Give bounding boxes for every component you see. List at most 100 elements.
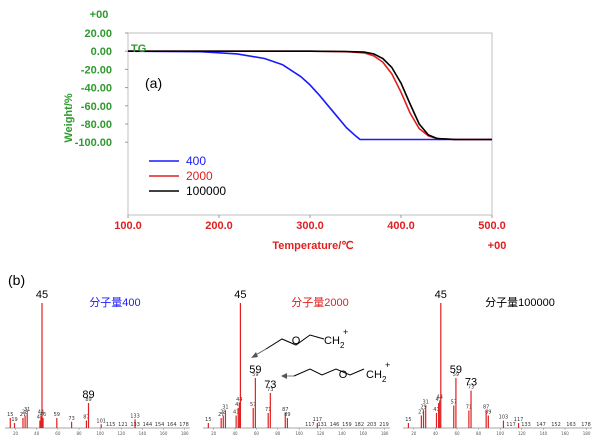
fragment-73-charge: + (385, 360, 390, 370)
y-exponent-label: +00 (90, 9, 109, 21)
ms-peak-minor-label: 89 (485, 410, 491, 416)
ms-peak-minor-label: 41 (233, 410, 239, 416)
ms-axis-tick-label: 100 (295, 431, 303, 436)
ms-peak-label-45: 45 (435, 289, 447, 301)
ms-peak-minor-label: 59 (54, 412, 60, 418)
ms-minor-label: 121 (118, 422, 128, 428)
ms-axis-tick-label: 140 (338, 431, 346, 436)
ms-axis-tick-label: 140 (139, 431, 147, 436)
ms-peak-minor-label: 27 (418, 410, 424, 416)
fragment-73-bonds (293, 368, 365, 377)
ms-peak-minor-label: 31 (222, 405, 228, 411)
fragment-structure-59: O CH 2 + (251, 327, 348, 358)
x-tick-label: 200.0 (205, 220, 233, 232)
ms-peak-minor-label: 29 (220, 410, 226, 416)
y-tick-label: 0.00 (91, 46, 112, 58)
ms-axis-tick-label: 20 (411, 431, 417, 436)
y-tick-label: -20.00 (81, 64, 112, 76)
ms-panel-title: 分子量100000 (485, 296, 555, 309)
ms-peak-minor-label: 43 (235, 402, 241, 408)
ms-panel-title: 分子量2000 (291, 296, 348, 309)
ms-axis-tick-label: 160 (359, 431, 367, 436)
ms-minor-label: 115 (106, 422, 116, 428)
chart-title: TG (131, 43, 146, 55)
ms-axis-tick-label: 80 (476, 431, 482, 436)
ms-axis-tick-label: 80 (76, 431, 82, 436)
fragment-59-arrowhead (251, 352, 258, 358)
ms-peak-minor-label: 117 (514, 417, 524, 423)
fragment-73-arrowhead (281, 373, 287, 379)
x-tick-label: 400.0 (387, 220, 415, 232)
ms-axis-tick-label: 100 (496, 431, 504, 436)
fragment-59-bonds (265, 334, 325, 350)
x-tick-label: 500.0 (478, 220, 506, 232)
fragment-59-group: CH (324, 335, 340, 347)
ms-axis-tick-label: 180 (181, 431, 189, 436)
y-tick-label: -60.00 (81, 101, 112, 113)
ms-axis-tick-label: 120 (518, 431, 526, 436)
ms-peak-minor-label: 71 (265, 407, 271, 413)
ms-peak-minor-label: 29 (420, 405, 426, 411)
ms-peak-minor-label: 73 (267, 387, 273, 393)
ms-peak-minor-label: 46 (40, 412, 46, 418)
ms-axis-tick-label: 40 (34, 431, 40, 436)
ms-peak-minor-label: 15 (205, 417, 211, 423)
ms-minor-label: 117 (506, 422, 516, 428)
ms-axis-tick-label: 80 (275, 431, 281, 436)
fragment-73-oxygen: O (339, 369, 348, 381)
ms-peak-label-45: 45 (234, 289, 246, 301)
series-line-2000 (128, 50, 492, 141)
ms-minor-label: 133 (521, 422, 531, 428)
ms-minor-label: 164 (167, 422, 177, 428)
ms-minor-label: 219 (379, 422, 389, 428)
y-tick-label: -100.00 (75, 137, 112, 149)
series-line-400 (127, 50, 492, 141)
ms-peak-label-89: 89 (82, 389, 94, 401)
ms-peak-minor-label: 43 (435, 397, 441, 403)
ms-peak-label-45: 45 (36, 289, 48, 301)
ms-peak-minor-label: 15 (7, 412, 13, 418)
ms-axis-tick-label: 20 (13, 431, 19, 436)
ms-peak-minor-label: 44 (437, 395, 443, 401)
ms-minor-label: 144 (143, 422, 153, 428)
ms-minor-label: 146 (330, 422, 340, 428)
ms-minor-label: 154 (155, 422, 165, 428)
ms-axis-tick-label: 180 (381, 431, 389, 436)
ms-peak-minor-label: 117 (313, 417, 323, 423)
ms-axis-tick-label: 20 (211, 431, 217, 436)
ms-peak-label-59: 59 (249, 364, 261, 376)
ms-minor-label: 182 (355, 422, 365, 428)
ms-peak-minor-label: 44 (38, 410, 44, 416)
ms-peak-minor-label: 57 (451, 400, 457, 406)
ms-peak-minor-label: 31 (24, 407, 30, 413)
ms-peak-minor-label: 43 (37, 415, 43, 421)
ms-minor-label: 163 (566, 422, 576, 428)
panel-label-a: (a) (145, 75, 162, 91)
ms-axis-tick-label: 160 (160, 431, 168, 436)
ms-axis-tick-label: 120 (317, 431, 325, 436)
y-axis-label: Weight/% (63, 93, 75, 143)
ms-peak-minor-label: 15 (405, 417, 411, 423)
fragment-73-group: CH (366, 369, 382, 381)
ms-axis-tick-label: 160 (561, 431, 569, 436)
ms-peak-minor-label: 27 (218, 412, 224, 418)
ms-axis-tick-label: 60 (454, 431, 460, 436)
ms-minor-label: 203 (367, 422, 377, 428)
ms-peak-minor-label: 103 (499, 415, 509, 421)
ms-axis-tick-label: 100 (96, 431, 104, 436)
ms-peak-minor-label: 89 (284, 412, 290, 418)
legend-entry: 2000 (186, 169, 213, 183)
ms-axis-tick-label: 60 (55, 431, 61, 436)
ms-minor-label: 159 (342, 422, 352, 428)
y-tick-label: 20.00 (84, 28, 112, 40)
x-axis-label: Temperature/℃ (272, 240, 353, 252)
ms-axis-tick-label: 60 (254, 431, 260, 436)
fragment-73-subscript: 2 (382, 375, 387, 384)
ms-minor-label: 117 (305, 422, 315, 428)
ms-peak-minor-label: 27 (20, 412, 26, 418)
x-tick-label: 300.0 (296, 220, 324, 232)
series-line-100000 (128, 50, 492, 141)
